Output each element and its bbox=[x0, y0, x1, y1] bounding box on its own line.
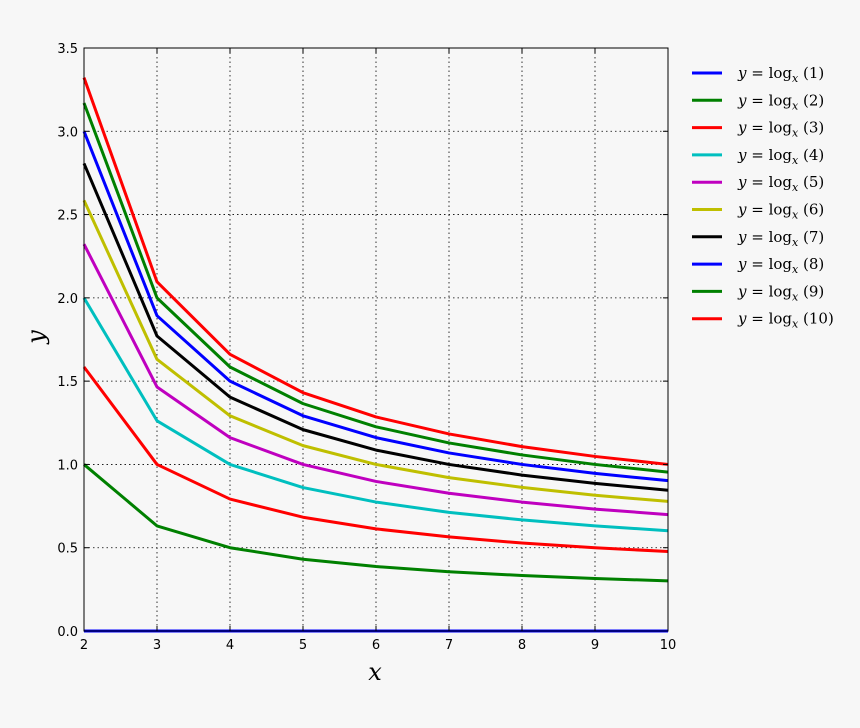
legend-label: y = logx (8) bbox=[737, 255, 824, 276]
x-tick-label: 3 bbox=[153, 638, 161, 653]
y-tick-label: 3.0 bbox=[57, 125, 78, 140]
series-line-log-base-6 bbox=[82, 199, 669, 503]
y-tick-label: 3.5 bbox=[57, 42, 78, 57]
x-tick-label: 5 bbox=[299, 638, 307, 653]
y-tick-label: 0.5 bbox=[57, 542, 78, 557]
series-line-log-base-9 bbox=[82, 102, 669, 474]
y-tick-label: 1.0 bbox=[57, 458, 78, 473]
legend-entry: y = logx (10) bbox=[692, 310, 834, 331]
legend-entry: y = logx (9) bbox=[692, 282, 824, 303]
legend-label: y = logx (6) bbox=[737, 201, 824, 222]
x-tick-label: 7 bbox=[445, 638, 453, 653]
legend-entry: y = logx (2) bbox=[692, 91, 824, 112]
legend-label: y = logx (5) bbox=[737, 173, 824, 194]
series-line-log-base-7 bbox=[82, 162, 669, 492]
x-tick-label: 8 bbox=[518, 638, 526, 653]
axis-ticks: 2 3 4 5 6 7 8 9 10 0.0 0.5 1.0 1.5 2.0 2.5 3.0 3.5 bbox=[57, 42, 676, 653]
legend-label: y = logx (4) bbox=[737, 146, 824, 167]
grid-lines bbox=[84, 48, 668, 631]
y-axis-label: y bbox=[22, 330, 50, 345]
legend-entry: y = logx (3) bbox=[692, 119, 824, 140]
x-tick-label: 4 bbox=[226, 638, 234, 653]
legend-label: y = logx (1) bbox=[737, 64, 824, 85]
legend-entry: y = logx (5) bbox=[692, 173, 824, 194]
legend-entry: y = logx (7) bbox=[692, 228, 824, 249]
series-line-log-base-8 bbox=[82, 130, 669, 483]
x-tick-label: 9 bbox=[591, 638, 599, 653]
x-tick-label: 10 bbox=[660, 638, 677, 653]
x-tick-label: 2 bbox=[80, 638, 88, 653]
legend-entry: y = logx (6) bbox=[692, 201, 824, 222]
legend-label: y = logx (3) bbox=[737, 119, 824, 140]
series-line-log-base-5 bbox=[82, 243, 669, 517]
series-line-log-base-10 bbox=[82, 77, 669, 466]
y-tick-label: 2.0 bbox=[57, 292, 78, 307]
y-tick-label: 2.5 bbox=[57, 209, 78, 224]
x-tick-label: 6 bbox=[372, 638, 380, 653]
x-axis-label: x bbox=[368, 658, 382, 686]
y-tick-label: 1.5 bbox=[57, 375, 78, 390]
series-line-log-base-4 bbox=[82, 297, 669, 533]
series-line-log-base-2 bbox=[83, 463, 669, 583]
legend: y = logx (1) y = logx (2) y = logx (3) y = … bbox=[692, 64, 834, 331]
legend-entry: y = logx (4) bbox=[692, 146, 824, 167]
legend-label: y = logx (9) bbox=[737, 282, 824, 303]
y-tick-label: 0.0 bbox=[57, 625, 78, 640]
legend-label: y = logx (10) bbox=[737, 310, 834, 331]
legend-label: y = logx (2) bbox=[737, 91, 824, 112]
series-line-log-base-3 bbox=[82, 366, 669, 554]
legend-label: y = logx (7) bbox=[737, 228, 824, 249]
legend-entry: y = logx (1) bbox=[692, 64, 824, 85]
legend-entry: y = logx (8) bbox=[692, 255, 824, 276]
